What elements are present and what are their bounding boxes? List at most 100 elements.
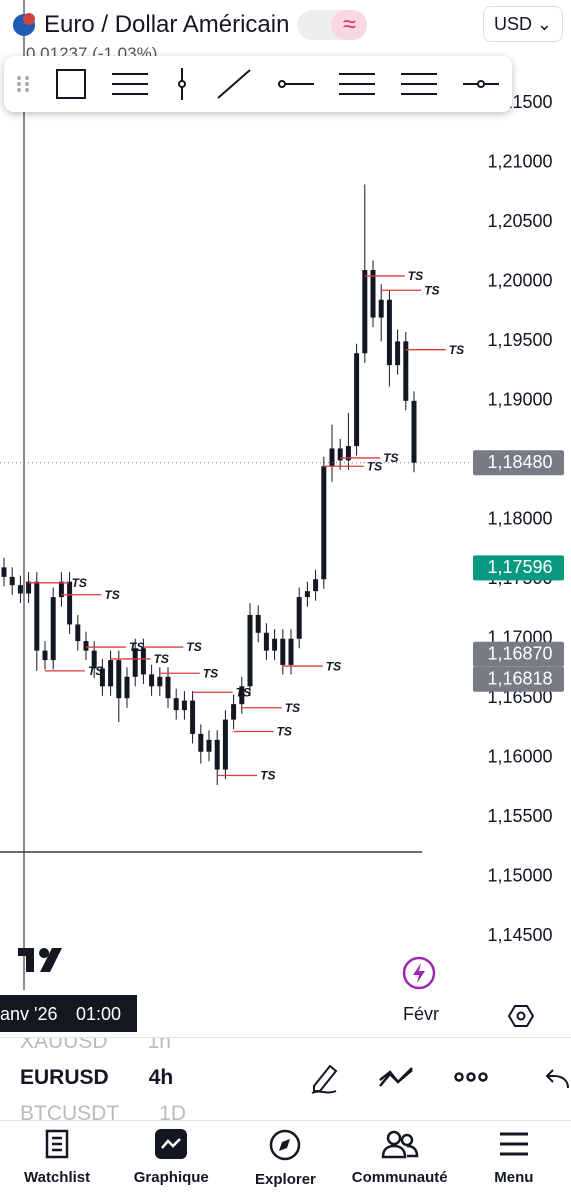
annotation-label: TS: [88, 664, 103, 678]
undo-button[interactable]: [544, 1068, 570, 1090]
candle-body: [165, 676, 171, 699]
interval: 1D: [159, 1102, 187, 1120]
lightning-button[interactable]: [402, 956, 436, 990]
currency-select[interactable]: USD ⌄: [483, 6, 563, 42]
symbol: EURUSD: [20, 1066, 109, 1089]
candle-body: [124, 676, 130, 699]
draw-button[interactable]: [308, 1062, 340, 1096]
candle-body: [386, 299, 392, 366]
symbol-row[interactable]: XAUUSD 1h: [20, 1037, 171, 1054]
y-tick-label: 1,20000: [487, 271, 552, 291]
candle-body: [157, 676, 163, 687]
annotation-label: TS: [408, 269, 423, 283]
annotation-label: TS: [260, 769, 275, 783]
annotation-label: TS: [72, 576, 87, 590]
fib-tool[interactable]: [337, 66, 377, 102]
candle-body: [108, 660, 114, 687]
candle-body: [83, 641, 89, 651]
candle-body: [255, 614, 261, 633]
candle-body: [345, 446, 351, 461]
candle-body: [370, 270, 376, 318]
candle-body: [116, 660, 122, 699]
y-tick-label: 1,21000: [487, 152, 552, 172]
month-label: Févr: [403, 1004, 439, 1024]
candle-body: [42, 650, 48, 661]
candle-body: [263, 632, 269, 651]
rect-tool[interactable]: [53, 66, 89, 102]
nav-item[interactable]: Watchlist: [2, 1121, 112, 1200]
nav-item[interactable]: Menu: [459, 1121, 569, 1200]
y-tick-label: 1,16000: [487, 746, 552, 766]
more-button[interactable]: [454, 1070, 488, 1084]
candle-body: [1, 567, 7, 577]
annotation-label: TS: [285, 701, 300, 715]
candle-body: [304, 591, 310, 598]
candle-body: [140, 648, 146, 675]
y-tick-label: 1,18000: [487, 509, 552, 529]
hline-tool[interactable]: [276, 66, 316, 102]
toggle[interactable]: ≈: [297, 10, 368, 40]
nav-item[interactable]: Graphique: [116, 1121, 226, 1200]
candle-body: [313, 579, 319, 592]
candle-body: [99, 668, 105, 687]
annotation-label: TS: [424, 283, 439, 297]
candle-body: [9, 576, 15, 586]
logo: [18, 948, 62, 972]
price-label: 1,17596: [487, 557, 552, 577]
candle-body: [149, 674, 155, 687]
candle-body: [132, 648, 138, 677]
annotation-label: TS: [449, 343, 464, 357]
candle-body: [214, 739, 220, 770]
y-tick-label: 1,15500: [487, 806, 552, 826]
candle-body: [321, 466, 327, 580]
vline-tool[interactable]: [172, 66, 192, 102]
candle-body: [378, 299, 384, 318]
interval: 4h: [148, 1066, 174, 1089]
annotation-label: TS: [104, 588, 119, 602]
candle-body: [58, 581, 64, 598]
fib-ext-tool[interactable]: [399, 66, 439, 102]
settings-button[interactable]: [508, 1003, 534, 1029]
nav-label: Communauté: [351, 1169, 448, 1186]
lines-tool[interactable]: [110, 66, 150, 102]
candle-body: [231, 704, 237, 720]
candle-body: [50, 597, 56, 661]
candle-body: [173, 698, 179, 711]
candle-body: [403, 341, 409, 401]
nav-item[interactable]: Communauté: [345, 1121, 455, 1200]
candle-body: [239, 686, 245, 705]
y-tick-label: 1,14500: [487, 925, 552, 945]
price-label: 1,16870: [487, 643, 552, 663]
annotation-label: TS: [186, 640, 201, 654]
interval: 1h: [147, 1037, 171, 1053]
nav-label: Watchlist: [24, 1169, 91, 1186]
price-label-box: [473, 450, 564, 476]
price-label-box: [473, 641, 564, 667]
trend-tool[interactable]: [214, 66, 254, 102]
price-label-box: [473, 666, 564, 692]
symbol-title[interactable]: Euro / Dollar Américain: [44, 11, 290, 38]
y-tick-label: 1,19500: [487, 330, 552, 350]
annotation-label: TS: [236, 685, 251, 699]
indicators-button[interactable]: [378, 1066, 416, 1090]
candle-body: [362, 270, 368, 354]
annotation-label: TS: [129, 640, 144, 654]
candle-body: [198, 733, 204, 752]
symbol-row[interactable]: BTCUSDT 1D: [20, 1102, 186, 1120]
candle-body: [17, 585, 23, 594]
nav-label: Menu: [494, 1169, 534, 1186]
ray-tool[interactable]: [461, 66, 501, 102]
symbol-row[interactable]: EURUSD 4h: [20, 1066, 173, 1090]
candle-body: [280, 638, 286, 665]
candle-body: [190, 700, 196, 734]
drawing-toolbar: [4, 56, 512, 112]
annotation-label: TS: [154, 652, 169, 666]
annotation-label: TS: [326, 659, 341, 673]
candle-body: [337, 448, 343, 461]
nav-item[interactable]: Explorer: [230, 1121, 340, 1200]
drag-handle[interactable]: [15, 72, 31, 96]
chart: 1,145001,150001,155001,160001,165001,170…: [0, 0, 564, 1032]
flag-icon: [13, 13, 35, 36]
nav-label: Explorer: [255, 1171, 316, 1188]
